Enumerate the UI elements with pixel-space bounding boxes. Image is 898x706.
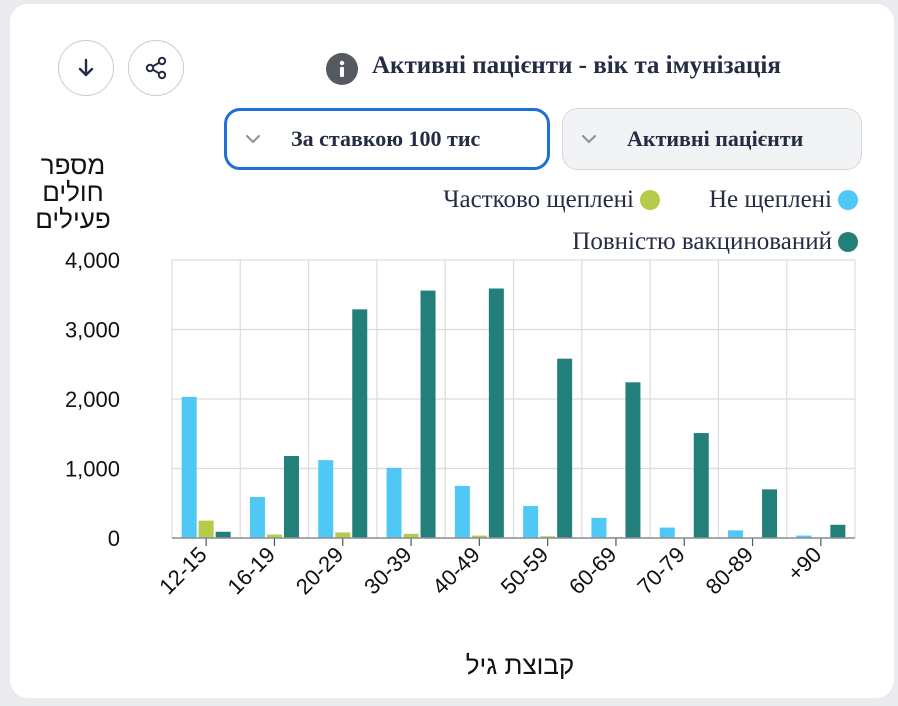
bar-unvaccinated bbox=[181, 396, 197, 538]
x-tick-label: 16-19 bbox=[223, 542, 280, 599]
bar-full bbox=[762, 489, 778, 538]
info-icon[interactable] bbox=[326, 53, 358, 85]
legend-item-unvaccinated[interactable]: Не щеплені bbox=[709, 186, 858, 214]
share-icon bbox=[145, 56, 167, 80]
rate-select-value: За ставкою 100 тис bbox=[291, 126, 481, 151]
arrow-down-icon bbox=[78, 58, 94, 77]
bar-partial bbox=[540, 536, 556, 538]
y-tick-label: 0 bbox=[108, 526, 120, 551]
info-glyph bbox=[339, 60, 345, 77]
bar-full bbox=[693, 433, 709, 538]
bar-unvaccinated bbox=[318, 460, 334, 538]
x-tick-label: 80-89 bbox=[701, 542, 758, 599]
legend-label-unvaccinated: Не щеплені bbox=[708, 186, 832, 213]
legend-dot-partial bbox=[640, 190, 660, 210]
bar-full bbox=[215, 531, 231, 538]
y-tick-label: 1,000 bbox=[65, 457, 120, 482]
x-tick-label: 60-69 bbox=[564, 542, 621, 599]
legend-dot-full bbox=[838, 232, 858, 252]
bar-full bbox=[283, 455, 299, 538]
bar-full bbox=[557, 358, 573, 538]
x-tick-label: 40-49 bbox=[427, 542, 484, 599]
bar-unvaccinated bbox=[728, 530, 744, 538]
legend-dot-unvaccinated bbox=[838, 190, 858, 210]
bar-unvaccinated bbox=[454, 485, 470, 538]
x-tick-label: 70-79 bbox=[632, 542, 689, 599]
bar-full bbox=[352, 309, 368, 538]
x-tick-label: 20-29 bbox=[291, 542, 348, 599]
x-tick-label: +90 bbox=[782, 542, 826, 586]
y-axis-title-line: מספר bbox=[40, 150, 106, 180]
bar-partial bbox=[403, 533, 419, 538]
population-select[interactable]: Активні пацієнти bbox=[562, 108, 862, 170]
bar-partial bbox=[198, 520, 214, 538]
y-tick-label: 2,000 bbox=[65, 387, 120, 412]
x-tick-label: 30-39 bbox=[359, 542, 416, 599]
y-axis-title-line: פעילים bbox=[35, 204, 111, 234]
bar-full bbox=[488, 288, 504, 538]
bar-full bbox=[625, 382, 641, 538]
x-axis-title: קבוצת גיל bbox=[465, 650, 575, 680]
bar-unvaccinated bbox=[249, 496, 265, 538]
legend-label-partial: Частково щеплені bbox=[443, 186, 634, 213]
y-axis-title-line: חולים bbox=[42, 177, 104, 207]
bar-unvaccinated bbox=[659, 527, 675, 538]
bar-partial bbox=[471, 535, 487, 538]
y-axis-title: מספר חולים פעילים bbox=[20, 152, 126, 233]
legend-item-full[interactable]: Повністю вакцинований bbox=[572, 228, 858, 256]
bar-full bbox=[420, 290, 436, 538]
population-select-value: Активні пацієнти bbox=[627, 126, 804, 151]
bar-partial bbox=[335, 532, 351, 538]
bar-unvaccinated bbox=[523, 506, 539, 538]
chart-title: Активні пацієнти - вік та імунізація bbox=[372, 52, 781, 79]
x-tick-label: 50-59 bbox=[496, 542, 553, 599]
bar-unvaccinated bbox=[796, 535, 812, 538]
y-tick-label: 3,000 bbox=[65, 318, 120, 343]
legend-label-full: Повністю вакцинований bbox=[572, 228, 832, 255]
bar-unvaccinated bbox=[591, 517, 607, 538]
rate-select[interactable]: За ставкою 100 тис bbox=[224, 108, 550, 170]
y-tick-label: 4,000 bbox=[65, 248, 120, 273]
legend-item-partial[interactable]: Частково щеплені bbox=[443, 186, 660, 214]
bar-full bbox=[830, 524, 846, 538]
x-tick-label: 12-15 bbox=[154, 542, 211, 599]
chevron-down-icon bbox=[246, 135, 260, 144]
bar-partial bbox=[266, 534, 282, 538]
bar-unvaccinated bbox=[386, 467, 402, 538]
share-button[interactable] bbox=[128, 40, 184, 96]
chevron-down-icon bbox=[582, 135, 596, 144]
download-button[interactable] bbox=[58, 40, 114, 96]
